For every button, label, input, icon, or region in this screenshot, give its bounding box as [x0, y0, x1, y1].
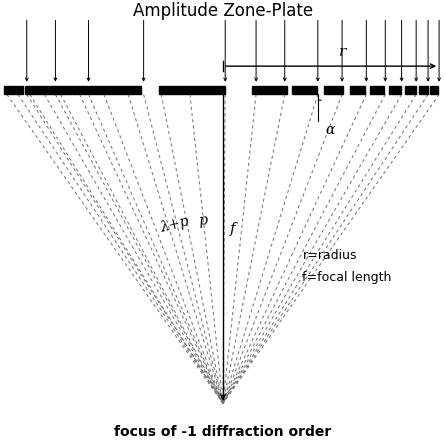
Bar — [252, 86, 287, 94]
Bar — [389, 86, 401, 94]
Bar — [323, 86, 343, 94]
Bar — [419, 86, 428, 94]
Bar — [89, 86, 140, 94]
Text: Amplitude Zone-Plate: Amplitude Zone-Plate — [133, 2, 313, 20]
Bar — [292, 86, 317, 94]
Bar — [350, 86, 365, 94]
Text: p: p — [198, 213, 208, 228]
Bar — [430, 86, 438, 94]
Text: r: r — [339, 45, 346, 59]
Text: f: f — [230, 222, 235, 236]
Text: λ+p: λ+p — [159, 214, 190, 235]
Text: focus of -1 diffraction order: focus of -1 diffraction order — [114, 425, 332, 439]
Bar — [25, 86, 54, 94]
Text: f=focal length: f=focal length — [302, 271, 392, 284]
Bar — [370, 86, 384, 94]
Bar — [159, 86, 225, 94]
Bar — [54, 86, 87, 94]
Bar — [4, 86, 23, 94]
Text: r=radius: r=radius — [302, 249, 357, 262]
Text: α: α — [326, 123, 335, 137]
Bar — [405, 86, 416, 94]
